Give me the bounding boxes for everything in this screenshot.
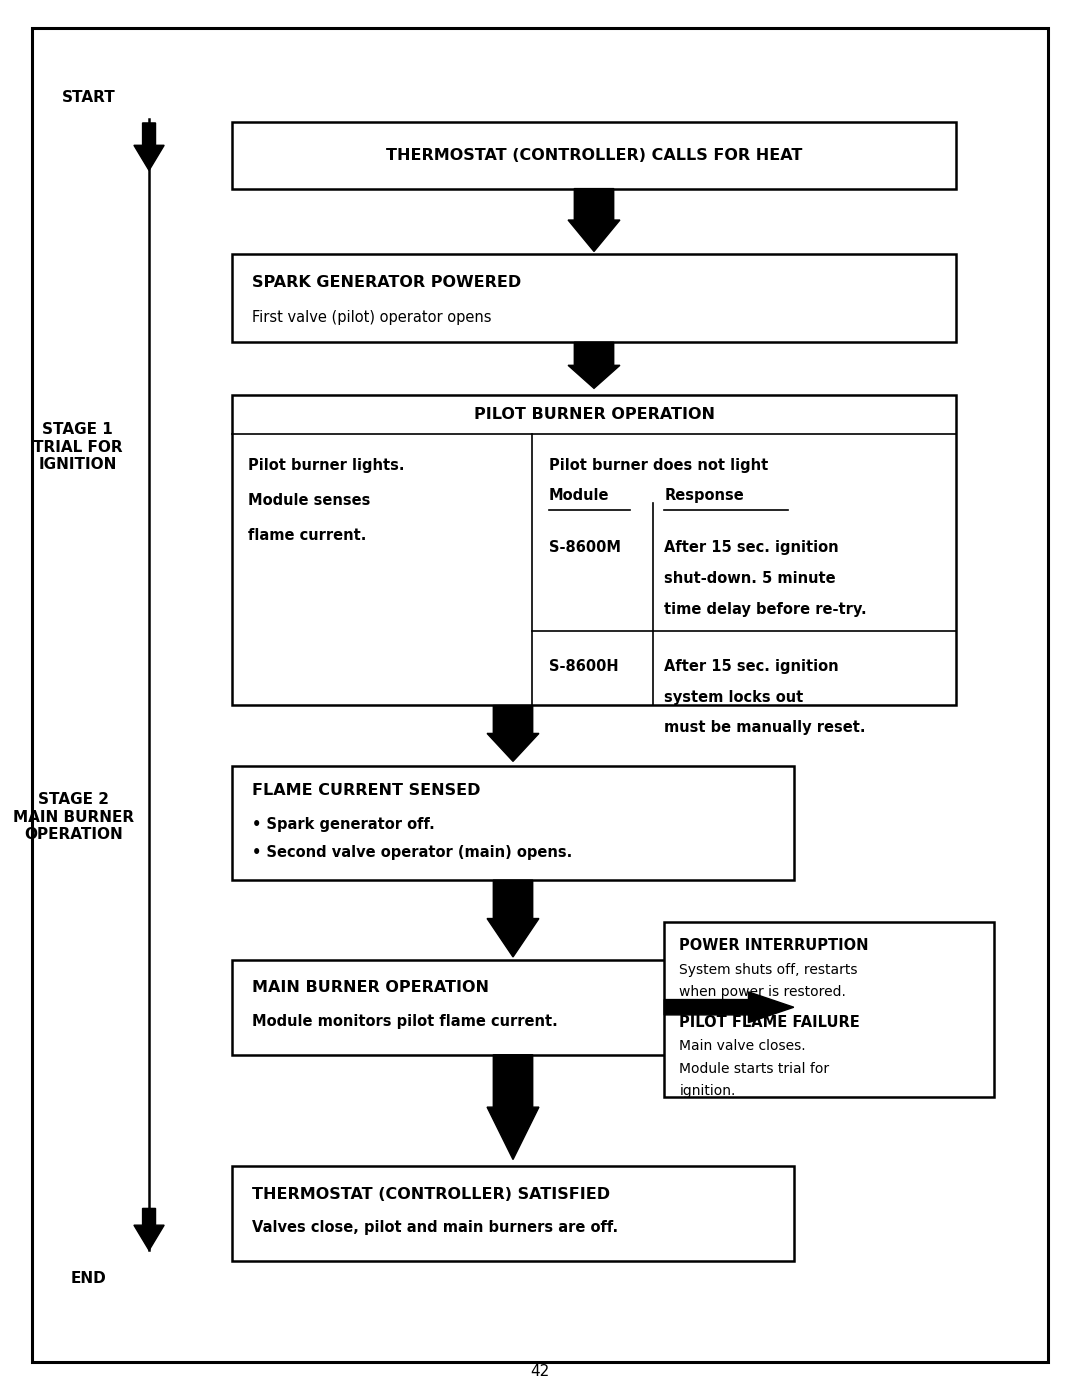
Polygon shape xyxy=(487,705,539,761)
Text: shut-down. 5 minute: shut-down. 5 minute xyxy=(664,571,836,585)
Text: STAGE 2
MAIN BURNER
OPERATION: STAGE 2 MAIN BURNER OPERATION xyxy=(13,792,134,842)
Polygon shape xyxy=(487,880,539,957)
FancyBboxPatch shape xyxy=(664,922,994,1097)
Text: Response: Response xyxy=(664,489,744,503)
Text: After 15 sec. ignition: After 15 sec. ignition xyxy=(664,659,839,673)
Text: S-8600H: S-8600H xyxy=(549,659,619,673)
FancyBboxPatch shape xyxy=(232,122,956,189)
Text: STAGE 1
TRIAL FOR
IGNITION: STAGE 1 TRIAL FOR IGNITION xyxy=(33,422,122,472)
Text: PILOT FLAME FAILURE: PILOT FLAME FAILURE xyxy=(679,1016,860,1030)
Text: when power is restored.: when power is restored. xyxy=(679,985,847,999)
Text: must be manually reset.: must be manually reset. xyxy=(664,721,866,735)
Text: • Spark generator off.: • Spark generator off. xyxy=(252,817,434,831)
Polygon shape xyxy=(568,189,620,251)
Text: Pilot burner lights.: Pilot burner lights. xyxy=(248,458,405,472)
Polygon shape xyxy=(134,123,164,170)
Text: END: END xyxy=(70,1271,107,1285)
Text: Main valve closes.: Main valve closes. xyxy=(679,1039,806,1053)
Text: System shuts off, restarts: System shuts off, restarts xyxy=(679,963,858,977)
Text: MAIN BURNER OPERATION: MAIN BURNER OPERATION xyxy=(252,981,488,995)
Text: Module senses: Module senses xyxy=(248,493,370,507)
FancyBboxPatch shape xyxy=(232,1166,794,1261)
Text: ignition.: ignition. xyxy=(679,1084,735,1098)
Text: THERMOSTAT (CONTROLLER) CALLS FOR HEAT: THERMOSTAT (CONTROLLER) CALLS FOR HEAT xyxy=(386,148,802,162)
FancyBboxPatch shape xyxy=(232,254,956,342)
Text: Valves close, pilot and main burners are off.: Valves close, pilot and main burners are… xyxy=(252,1221,618,1235)
FancyBboxPatch shape xyxy=(232,766,794,880)
Text: SPARK GENERATOR POWERED: SPARK GENERATOR POWERED xyxy=(252,275,521,291)
FancyBboxPatch shape xyxy=(232,395,956,705)
Text: 42: 42 xyxy=(530,1365,550,1379)
Text: time delay before re-try.: time delay before re-try. xyxy=(664,602,867,616)
Text: Module monitors pilot flame current.: Module monitors pilot flame current. xyxy=(252,1014,557,1028)
Polygon shape xyxy=(134,1208,164,1250)
Polygon shape xyxy=(664,992,794,1023)
Text: flame current.: flame current. xyxy=(248,528,367,542)
Text: First valve (pilot) operator opens: First valve (pilot) operator opens xyxy=(252,310,491,326)
Text: Module starts trial for: Module starts trial for xyxy=(679,1062,829,1076)
FancyBboxPatch shape xyxy=(232,960,794,1055)
Text: START: START xyxy=(62,91,116,105)
Text: S-8600M: S-8600M xyxy=(549,541,621,555)
Text: THERMOSTAT (CONTROLLER) SATISFIED: THERMOSTAT (CONTROLLER) SATISFIED xyxy=(252,1187,610,1201)
Text: FLAME CURRENT SENSED: FLAME CURRENT SENSED xyxy=(252,784,481,798)
Text: POWER INTERRUPTION: POWER INTERRUPTION xyxy=(679,939,868,953)
Text: • Second valve operator (main) opens.: • Second valve operator (main) opens. xyxy=(252,845,572,859)
Text: Pilot burner does not light: Pilot burner does not light xyxy=(549,458,768,472)
Text: After 15 sec. ignition: After 15 sec. ignition xyxy=(664,541,839,555)
FancyBboxPatch shape xyxy=(32,28,1048,1362)
Text: PILOT BURNER OPERATION: PILOT BURNER OPERATION xyxy=(473,408,715,422)
Polygon shape xyxy=(568,342,620,388)
Text: Module: Module xyxy=(549,489,609,503)
Text: system locks out: system locks out xyxy=(664,690,804,704)
Polygon shape xyxy=(487,1055,539,1160)
